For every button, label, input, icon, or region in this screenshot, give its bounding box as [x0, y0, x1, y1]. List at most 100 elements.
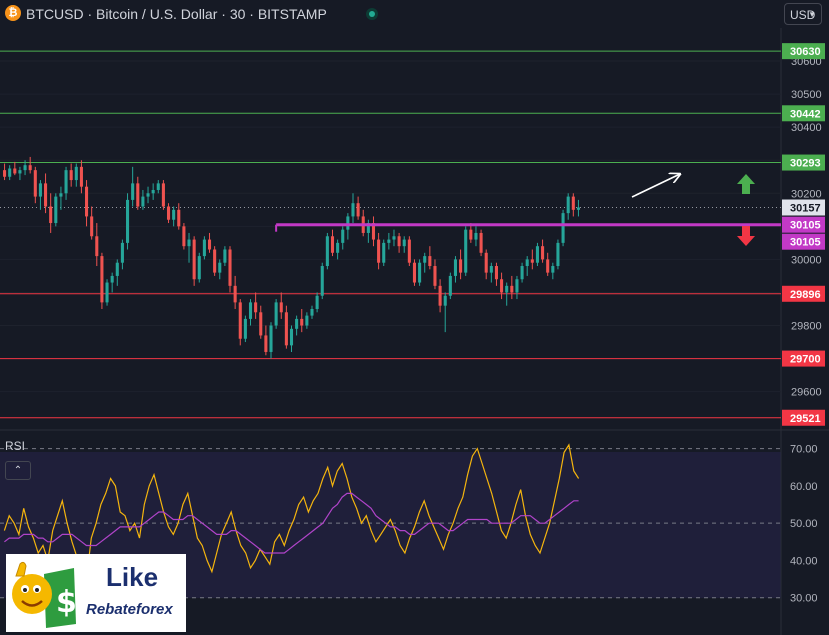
candle[interactable]: [156, 183, 160, 190]
candle[interactable]: [556, 242, 560, 267]
candle[interactable]: [346, 216, 350, 230]
candle[interactable]: [448, 275, 452, 296]
candle[interactable]: [161, 183, 165, 207]
candle[interactable]: [192, 239, 196, 280]
candle[interactable]: [412, 262, 417, 283]
candle[interactable]: [166, 206, 171, 220]
candle[interactable]: [489, 266, 493, 273]
candle[interactable]: [310, 308, 314, 316]
candle[interactable]: [28, 165, 32, 171]
candle[interactable]: [100, 256, 104, 303]
candle[interactable]: [218, 262, 222, 273]
candle[interactable]: [330, 236, 335, 253]
candle[interactable]: [38, 183, 42, 197]
candle[interactable]: [546, 259, 550, 273]
candle[interactable]: [125, 199, 130, 243]
candle[interactable]: [320, 266, 324, 296]
candle[interactable]: [269, 325, 273, 352]
candle[interactable]: [54, 196, 58, 224]
collapse-pane-button[interactable]: ⌃: [5, 461, 31, 480]
candle[interactable]: [479, 232, 483, 253]
candle[interactable]: [530, 259, 534, 263]
candle[interactable]: [289, 328, 294, 346]
candle[interactable]: [202, 239, 206, 257]
candle[interactable]: [453, 259, 458, 276]
trend-arrow[interactable]: [631, 174, 680, 198]
candle[interactable]: [59, 193, 63, 197]
candle[interactable]: [18, 170, 22, 174]
candle[interactable]: [33, 170, 37, 197]
candle[interactable]: [535, 246, 539, 263]
candle[interactable]: [254, 302, 258, 313]
candle[interactable]: [325, 236, 329, 267]
candle[interactable]: [233, 285, 237, 303]
candle[interactable]: [120, 242, 124, 263]
candle[interactable]: [515, 279, 519, 293]
candle[interactable]: [520, 266, 524, 280]
candle[interactable]: [279, 302, 283, 313]
candle[interactable]: [366, 223, 370, 233]
candle[interactable]: [382, 242, 386, 263]
candle[interactable]: [74, 166, 78, 181]
candle[interactable]: [397, 236, 401, 247]
candle[interactable]: [464, 229, 468, 273]
candle[interactable]: [172, 209, 176, 220]
candle[interactable]: [44, 183, 48, 207]
candle[interactable]: [351, 203, 355, 217]
candle[interactable]: [494, 266, 498, 280]
candle[interactable]: [392, 236, 396, 240]
candle[interactable]: [428, 256, 432, 267]
candle[interactable]: [13, 168, 17, 174]
candle[interactable]: [64, 170, 68, 194]
candle[interactable]: [500, 279, 504, 293]
candle[interactable]: [248, 302, 253, 319]
candle[interactable]: [69, 170, 73, 181]
candle[interactable]: [469, 229, 473, 240]
candle[interactable]: [566, 196, 570, 214]
candle[interactable]: [402, 239, 406, 247]
symbol-title[interactable]: BTCUSD · Bitcoin / U.S. Dollar · 30 · BI…: [26, 6, 327, 22]
candle[interactable]: [213, 249, 217, 273]
candle[interactable]: [243, 318, 247, 339]
candle[interactable]: [3, 170, 7, 177]
candle[interactable]: [295, 318, 299, 329]
market-status-icon[interactable]: [366, 8, 378, 20]
candle[interactable]: [264, 335, 268, 352]
candle[interactable]: [377, 239, 381, 263]
candle[interactable]: [49, 206, 53, 224]
candle[interactable]: [484, 252, 488, 273]
candle[interactable]: [541, 246, 545, 260]
candle[interactable]: [433, 266, 437, 286]
candle[interactable]: [90, 216, 94, 237]
candle[interactable]: [223, 249, 227, 263]
candle[interactable]: [418, 262, 422, 283]
candle[interactable]: [336, 242, 340, 253]
candle[interactable]: [505, 285, 509, 293]
candle[interactable]: [95, 236, 99, 257]
rsi-label[interactable]: RSI: [5, 439, 26, 453]
candle[interactable]: [300, 318, 304, 326]
candle[interactable]: [443, 295, 447, 306]
candle[interactable]: [110, 275, 114, 283]
candle[interactable]: [387, 239, 391, 243]
candle[interactable]: [438, 285, 442, 306]
candle[interactable]: [146, 193, 150, 197]
candle[interactable]: [8, 168, 12, 177]
candle[interactable]: [423, 256, 427, 263]
candle[interactable]: [459, 259, 463, 273]
candle[interactable]: [525, 259, 529, 267]
candle[interactable]: [576, 207, 580, 210]
candle[interactable]: [510, 285, 514, 293]
candle[interactable]: [182, 226, 186, 247]
candle[interactable]: [131, 183, 135, 200]
candle[interactable]: [151, 189, 155, 194]
candle[interactable]: [141, 196, 145, 207]
candle[interactable]: [571, 196, 575, 210]
candle[interactable]: [259, 312, 263, 336]
currency-button[interactable]: USD ▼: [784, 3, 822, 25]
candle[interactable]: [407, 239, 411, 263]
candle[interactable]: [228, 249, 232, 286]
candle[interactable]: [238, 302, 242, 339]
candle[interactable]: [371, 223, 376, 240]
